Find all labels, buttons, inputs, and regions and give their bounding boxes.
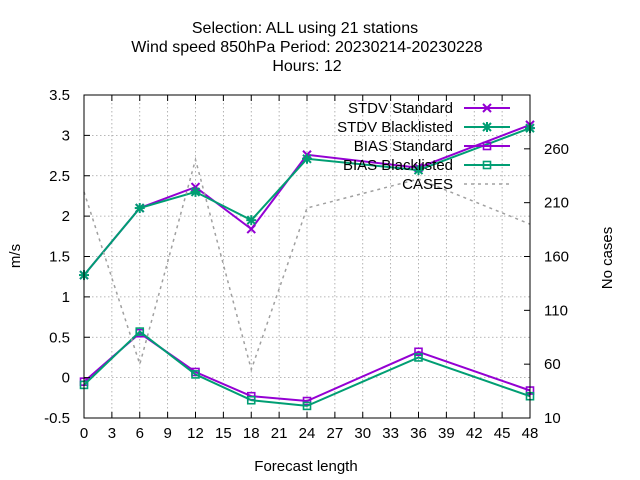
x-tick-label: 27 <box>327 425 344 442</box>
x-tick-label: 15 <box>215 425 232 442</box>
x-tick-label: 30 <box>354 425 371 442</box>
x-tick-label: 42 <box>466 425 483 442</box>
y-tick-label: 3.5 <box>49 87 70 104</box>
x-tick-label: 24 <box>299 425 316 442</box>
y2-tick-label: 160 <box>544 249 569 266</box>
x-tick-label: 33 <box>382 425 399 442</box>
y-tick-label: 2 <box>62 208 70 225</box>
series-line-bias-blacklisted <box>83 330 531 407</box>
legend-marker-stdv-blacklisted <box>482 122 492 132</box>
data-point-stdv-blacklisted <box>190 186 201 197</box>
x-tick-label: 48 <box>522 425 539 442</box>
y2-tick-label: 210 <box>544 195 569 212</box>
title-line-3: Hours: 12 <box>272 58 341 75</box>
y-tick-label: 1.5 <box>49 249 70 266</box>
legend-marker-bias-standard <box>482 141 492 151</box>
data-point-bias-blacklisted <box>135 327 145 336</box>
y2-tick-label: 110 <box>544 302 568 319</box>
series-line-cases <box>83 156 531 373</box>
y2-tick-label: 260 <box>544 141 569 158</box>
legend: STDV Standard STDV Blacklisted BIAS Standa… <box>337 100 510 193</box>
x-axis-label: Forecast length <box>254 458 357 475</box>
y-tick-label: 1 <box>62 289 70 306</box>
data-point-stdv-standard <box>246 224 256 234</box>
grid <box>84 95 530 418</box>
x-tick-label: 36 <box>410 425 427 442</box>
data-point-bias-blacklisted <box>246 395 256 405</box>
data-point-stdv-blacklisted <box>246 215 257 226</box>
x-tick-label: 9 <box>163 425 171 442</box>
y-axis-label: m/s <box>7 244 24 268</box>
data-point-bias-blacklisted <box>414 353 423 362</box>
x-axis-ticks: 0 3 6 9 12 15 18 21 24 27 30 33 36 39 42 45 48 <box>80 95 539 442</box>
y-tick-label: 3 <box>62 127 70 144</box>
data-point-bias-standard <box>302 396 312 406</box>
legend-label-cases: CASES <box>402 176 453 193</box>
chart-title: Selection: ALL using 21 stations Wind sp… <box>131 20 482 75</box>
x-tick-label: 3 <box>108 425 116 442</box>
y2-tick-label: 10 <box>544 410 561 427</box>
y-tick-label: 0.5 <box>49 329 70 346</box>
x-tick-label: 6 <box>136 425 144 442</box>
y-tick-label: 2.5 <box>49 168 70 185</box>
legend-label-stdv-blacklisted: STDV Blacklisted <box>337 119 453 136</box>
x-tick-label: 21 <box>271 425 288 442</box>
y-tick-label: -0.5 <box>44 410 70 427</box>
data-point-bias-blacklisted <box>302 401 312 411</box>
x-tick-label: 0 <box>80 425 88 442</box>
title-line-2: Wind speed 850hPa Period: 20230214-20230… <box>131 39 482 56</box>
legend-marker-stdv-standard <box>482 103 492 113</box>
data-point-bias-blacklisted <box>191 370 200 379</box>
y-axis-ticks: -0.5 0 0.5 1 1.5 2 2.5 3 3.5 <box>44 87 90 427</box>
data-point-bias-standard <box>414 347 423 357</box>
x-tick-label: 12 <box>187 425 204 442</box>
title-line-1: Selection: ALL using 21 stations <box>192 20 418 37</box>
legend-label-stdv-standard: STDV Standard <box>348 100 453 117</box>
legend-marker-bias-blacklisted <box>482 160 492 170</box>
legend-label-bias-blacklisted: BIAS Blacklisted <box>343 157 453 174</box>
x-tick-label: 18 <box>243 425 260 442</box>
y2-tick-label: 60 <box>544 356 561 373</box>
y2-axis-label: No cases <box>599 227 616 290</box>
data-point-stdv-blacklisted <box>134 203 145 214</box>
data-point-stdv-blacklisted <box>302 153 312 164</box>
y-tick-label: 0 <box>62 370 70 387</box>
x-tick-label: 39 <box>438 425 455 442</box>
data-point-stdv-blacklisted <box>413 165 424 176</box>
x-tick-label: 45 <box>494 425 511 442</box>
y2-axis-ticks: 10 60 110 160 210 260 <box>524 141 569 427</box>
legend-label-bias-standard: BIAS Standard <box>354 138 453 155</box>
